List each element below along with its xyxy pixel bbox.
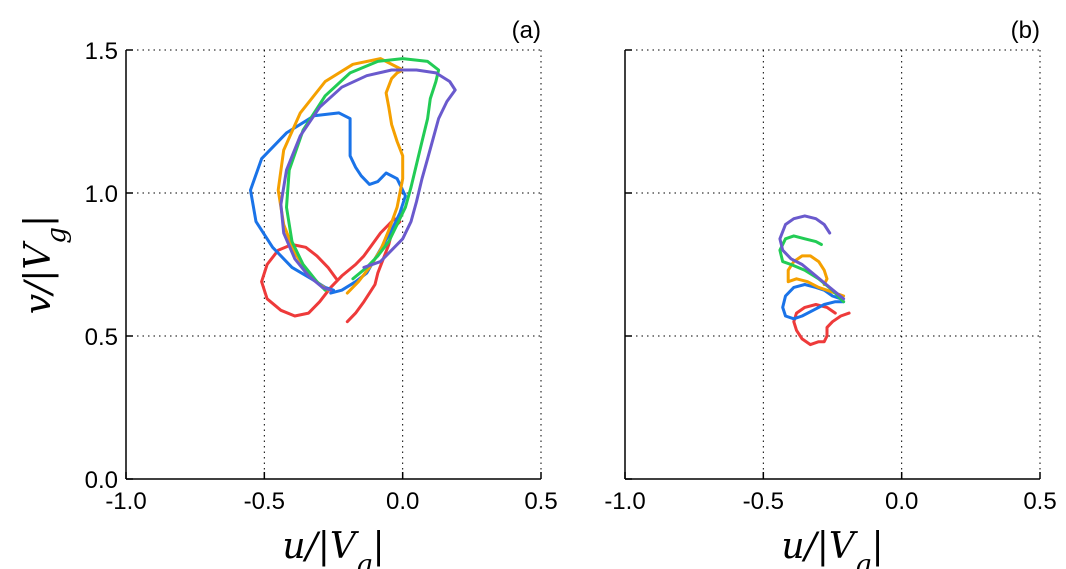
panel-a: -1.0 -0.5 0.0 0.5 0.0 0.5 1.0 1.5 (a) u/|Vg| v/|Vg…: [18, 17, 558, 569]
y-axis-label: v/|Vg|: [18, 215, 72, 314]
x-tick-label: -1.0: [604, 488, 645, 515]
x-tick-label: -0.5: [743, 488, 784, 515]
x-tick-label: 0.5: [524, 488, 557, 515]
panel-b: -1.0 -0.5 0.0 0.5 (b) u/|Vg|: [604, 17, 1056, 569]
y-tick-label: 1.0: [85, 181, 118, 208]
x-tick-label: -0.5: [244, 488, 285, 515]
x-tick-label: 0.5: [1023, 488, 1056, 515]
x-tick-label: 0.0: [386, 488, 419, 515]
x-tick-label: -1.0: [105, 488, 146, 515]
x-axis-label: u/|Vg|: [282, 526, 384, 569]
y-tick-label: 0.5: [85, 324, 118, 351]
x-axis-label: u/|Vg|: [781, 526, 883, 569]
series-line-1: [792, 303, 851, 347]
panel-label: (b): [1011, 17, 1040, 44]
series-line-5: [279, 68, 457, 292]
series-line-1: [260, 217, 402, 324]
series-line-3: [786, 254, 846, 298]
panel-label: (a): [512, 17, 541, 44]
x-tick-label: 0.0: [885, 488, 918, 515]
y-tick-label: 1.5: [85, 38, 118, 65]
series-line-5: [778, 214, 846, 301]
series-line-4: [285, 57, 441, 292]
y-tick-label: 0.0: [85, 467, 118, 494]
